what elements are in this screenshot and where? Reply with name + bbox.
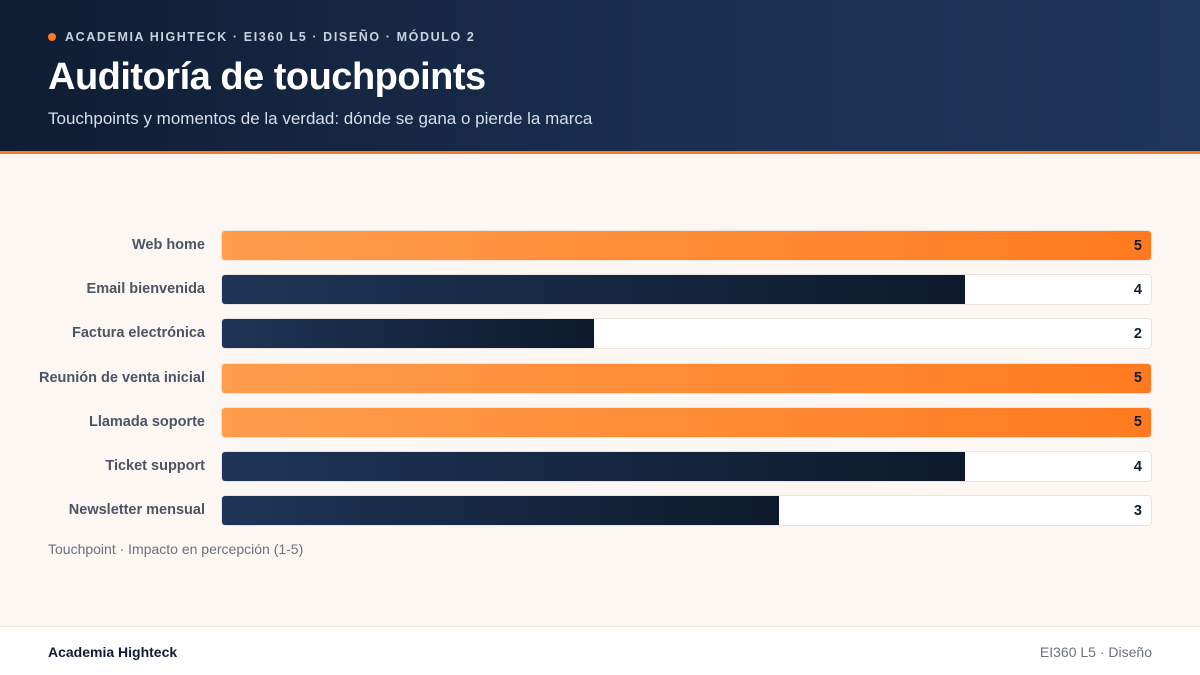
- bar-row: Reunión de venta inicial 5: [0, 362, 1200, 394]
- bar-chart: Web home 5 Email bienvenida 4 Factura electr…: [0, 200, 1200, 540]
- value-label: 5: [1133, 237, 1142, 254]
- footer-brand: Academia Highteck: [48, 644, 178, 660]
- category-label: Factura electrónica: [72, 325, 205, 342]
- bar-track: [221, 318, 1152, 350]
- category-label: Web home: [131, 237, 205, 253]
- page-title: Auditoría de touchpoints: [48, 56, 486, 98]
- bar: [222, 452, 966, 481]
- bar: [222, 319, 594, 349]
- value-label: 5: [1133, 414, 1142, 431]
- bar-track: [221, 451, 1152, 482]
- eyebrow: ACADEMIA HIGHTECK · EI360 L5 · DISEÑO · …: [48, 30, 475, 44]
- value-label: 2: [1133, 325, 1142, 342]
- bar-row: Factura electrónica 2: [0, 318, 1200, 350]
- bar-row: Ticket support 4: [0, 451, 1200, 482]
- accent-dot-icon: [48, 33, 56, 41]
- bar: [222, 496, 780, 526]
- footer-course: EI360 L5 · Diseño: [1039, 644, 1152, 660]
- chart-caption: Touchpoint · Impacto en percepción (1-5): [48, 541, 304, 557]
- bar: [222, 231, 1151, 260]
- footer: Academia Highteck EI360 L5 · Diseño: [0, 626, 1200, 675]
- header-banner: ACADEMIA HIGHTECK · EI360 L5 · DISEÑO · …: [0, 0, 1200, 154]
- bar-track: [221, 230, 1152, 261]
- bar: [222, 275, 966, 305]
- category-label: Ticket support: [105, 458, 205, 474]
- bar-row: Email bienvenida 4: [0, 274, 1200, 306]
- bar-track: [221, 495, 1152, 527]
- eyebrow-text: ACADEMIA HIGHTECK · EI360 L5 · DISEÑO · …: [65, 30, 476, 44]
- category-label: Llamada soporte: [88, 413, 205, 430]
- bar-row: Newsletter mensual 3: [0, 495, 1200, 527]
- bar: [222, 363, 1151, 393]
- category-label: Email bienvenida: [86, 281, 205, 298]
- bar-row: Llamada soporte 5: [0, 406, 1200, 438]
- bar-track: [221, 274, 1152, 306]
- bar: [222, 407, 1151, 437]
- value-label: 3: [1133, 502, 1142, 519]
- value-label: 4: [1133, 281, 1142, 298]
- value-label: 4: [1133, 458, 1142, 475]
- value-label: 5: [1133, 370, 1142, 387]
- category-label: Reunión de venta inicial: [39, 369, 205, 386]
- bar-row: Web home 5: [0, 230, 1200, 261]
- bar-track: [221, 362, 1152, 394]
- bar-track: [221, 406, 1152, 438]
- page-subtitle: Touchpoints y momentos de la verdad: dón…: [48, 109, 593, 128]
- category-label: Newsletter mensual: [68, 502, 205, 519]
